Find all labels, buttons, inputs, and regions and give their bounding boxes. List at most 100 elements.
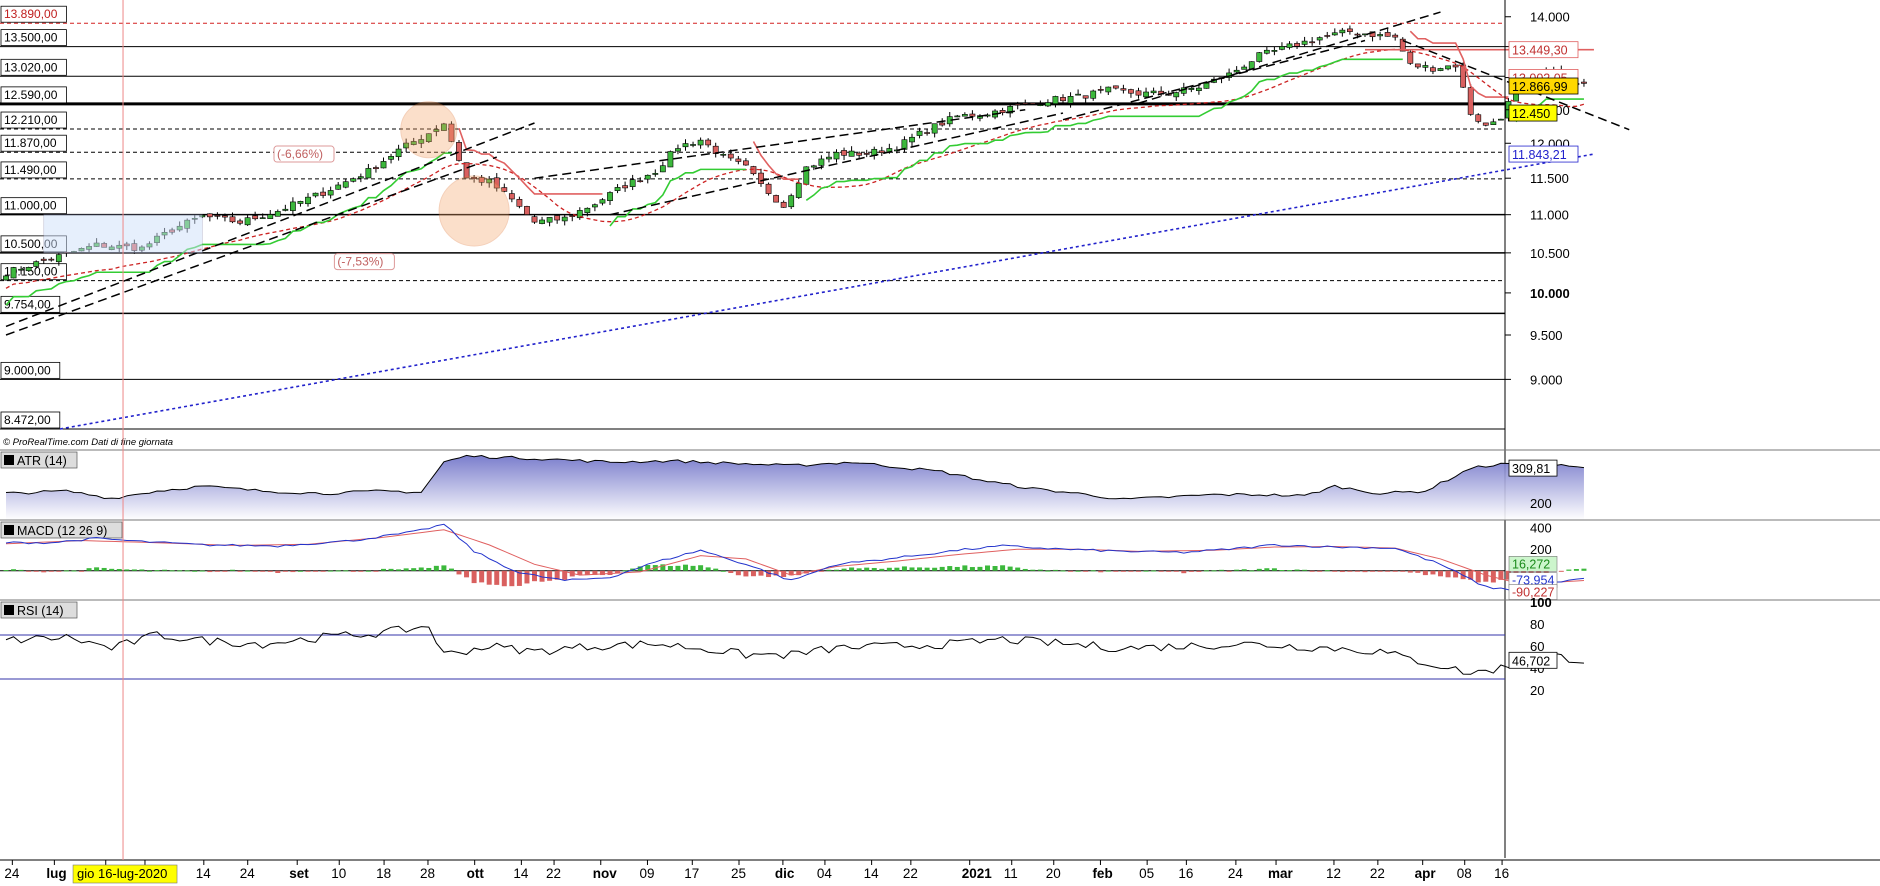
candle: [1233, 66, 1240, 74]
price-level-label-box: [0, 361, 61, 379]
atr-value-label: 309,81: [1512, 462, 1550, 476]
candle-body: [1301, 40, 1308, 45]
macd-histogram-bar: [939, 566, 945, 571]
right-value-label-box: [1508, 145, 1579, 163]
candle: [637, 177, 644, 183]
candle-body: [1331, 32, 1338, 36]
macd-histogram-bar: [599, 570, 605, 576]
candle: [373, 165, 379, 173]
candle: [1301, 36, 1308, 47]
macd-histogram-bar: [864, 567, 870, 571]
macd-histogram-bar: [524, 570, 530, 584]
rsi-y-tick-label: 100: [1530, 595, 1552, 610]
macd-histogram-bar: [94, 567, 100, 571]
rsi-line: [5, 625, 1584, 675]
candle: [380, 157, 387, 169]
candle-body: [1437, 68, 1444, 71]
macd-histogram-bar: [486, 570, 492, 585]
candle-body: [425, 133, 432, 142]
macd-histogram-bar: [1294, 569, 1300, 571]
candle-body: [282, 208, 289, 211]
candle: [1324, 31, 1331, 39]
candle: [539, 216, 545, 225]
candle: [765, 182, 772, 196]
trend-channel-line: [1402, 39, 1630, 131]
price-level-label-box: [0, 29, 67, 46]
macd-histogram-bar: [879, 568, 885, 571]
macd-histogram-bar: [1271, 568, 1277, 571]
macd-histogram-bar: [1558, 570, 1564, 572]
x-axis: 24lug29ago1424set101828ott1422nov091725d…: [0, 859, 1880, 881]
candle: [55, 253, 62, 266]
price-level-label-text: 11.870,00: [4, 136, 57, 150]
candle: [493, 173, 500, 192]
candle: [826, 152, 832, 163]
candle-body: [40, 258, 47, 261]
x-tick-label: 18: [376, 866, 391, 881]
candle: [1135, 87, 1142, 99]
crosshair-date-text: gio 16-lug-2020: [77, 866, 167, 881]
candle-body: [1399, 38, 1406, 52]
panel-color-swatch: [4, 525, 14, 535]
macd-histogram-bar: [713, 568, 719, 571]
macd-histogram-bar: [788, 570, 794, 576]
candle: [433, 125, 440, 137]
candle-body: [1105, 86, 1112, 93]
candle-body: [1022, 102, 1029, 105]
macd-histogram-bar: [1113, 570, 1119, 572]
candle-body: [456, 142, 462, 161]
macd-histogram-bar: [1339, 570, 1345, 573]
macd-histogram-bar: [282, 570, 288, 572]
right-value-label-text: 12.450: [1512, 107, 1550, 121]
candle-body: [554, 215, 561, 221]
x-tick-label: 14: [196, 866, 212, 881]
macd-histogram-bar: [720, 570, 726, 572]
panel-color-swatch: [4, 455, 14, 465]
macd-histogram-bar: [1045, 570, 1051, 572]
macd-histogram-bar: [781, 570, 787, 577]
panel-title: MACD (12 26 9): [0, 521, 123, 539]
macd-histogram-bar: [1581, 568, 1587, 571]
candle: [471, 175, 477, 183]
macd-histogram-bar: [146, 570, 152, 572]
candle: [1067, 92, 1074, 108]
candle-body: [373, 167, 379, 170]
percent-annotation-box: [273, 145, 335, 163]
candle-body: [320, 191, 326, 196]
candle: [48, 257, 55, 262]
price-level-label-box: [0, 295, 61, 313]
candle: [289, 197, 296, 215]
macd-histogram-bar: [479, 570, 485, 583]
macd-histogram-bar: [1377, 570, 1383, 572]
macd-histogram-bar: [1022, 568, 1028, 571]
candle: [667, 150, 674, 168]
candle: [327, 186, 334, 199]
candle-body: [486, 178, 493, 184]
candle: [320, 187, 326, 199]
price-level-label: 12.210,00: [0, 111, 67, 129]
macd-histogram-bar: [350, 570, 356, 572]
candle-body: [705, 139, 712, 146]
percent-annotation: (-7,53%): [333, 253, 395, 271]
macd-histogram-bar: [1158, 570, 1164, 572]
macd-histogram-bar: [1415, 570, 1421, 573]
candle-body: [1316, 37, 1323, 41]
macd-histogram-bar: [1498, 570, 1504, 580]
candle-body: [1339, 29, 1346, 34]
candle-body: [961, 114, 968, 117]
candle: [546, 217, 553, 227]
candle-body: [1407, 51, 1414, 64]
candle-body: [727, 153, 734, 159]
candle-body: [1482, 122, 1489, 126]
macd-histogram-bar: [199, 570, 205, 572]
macd-histogram-bar: [267, 570, 273, 572]
macd-histogram-bar: [494, 570, 500, 585]
candle-body: [350, 178, 357, 182]
candle: [576, 207, 583, 220]
macd-histogram-bar: [109, 568, 115, 571]
candle-body: [622, 185, 628, 189]
y-tick-label: 11.500: [1530, 171, 1569, 186]
candle: [357, 173, 364, 183]
